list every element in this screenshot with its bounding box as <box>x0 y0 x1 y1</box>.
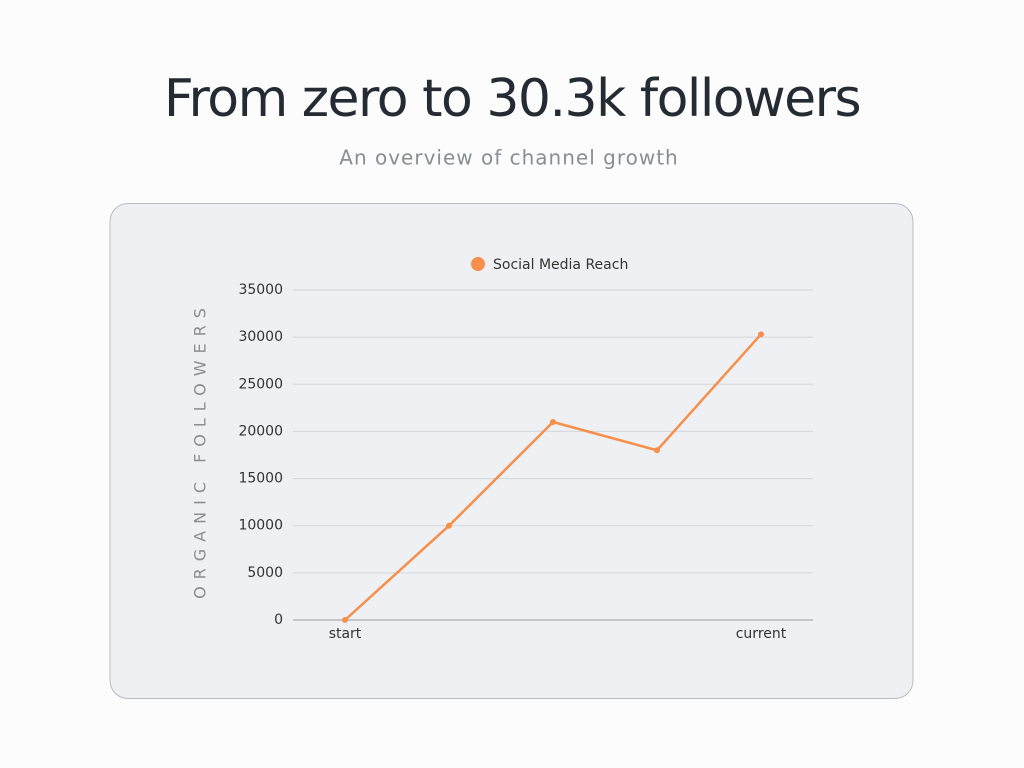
point <box>654 447 660 454</box>
point <box>342 617 348 623</box>
y-tick-label: 35000 <box>238 282 283 298</box>
y-tick-label: 20000 <box>238 423 283 439</box>
legend-label: Social Media Reach <box>493 257 628 273</box>
y-axis-label: ORGANIC FOLLOWERS <box>191 301 210 599</box>
y-tick-label: 15000 <box>238 471 283 487</box>
chart-title: From zero to 30.3k followers <box>164 69 860 129</box>
point <box>550 419 556 425</box>
y-tick-label: 10000 <box>238 518 283 534</box>
y-tick-label: 5000 <box>247 565 283 581</box>
point <box>758 331 764 338</box>
y-tick-label: 30000 <box>238 329 283 345</box>
y-tick-label: 25000 <box>238 376 283 392</box>
chart-panel <box>109 203 914 699</box>
chart-subtitle: An overview of channel growth <box>339 146 678 170</box>
x-tick-label: start <box>329 626 362 642</box>
x-tick-label: current <box>736 626 787 642</box>
y-tick-label: 0 <box>274 612 283 628</box>
legend-marker <box>471 257 485 271</box>
point <box>446 522 452 529</box>
